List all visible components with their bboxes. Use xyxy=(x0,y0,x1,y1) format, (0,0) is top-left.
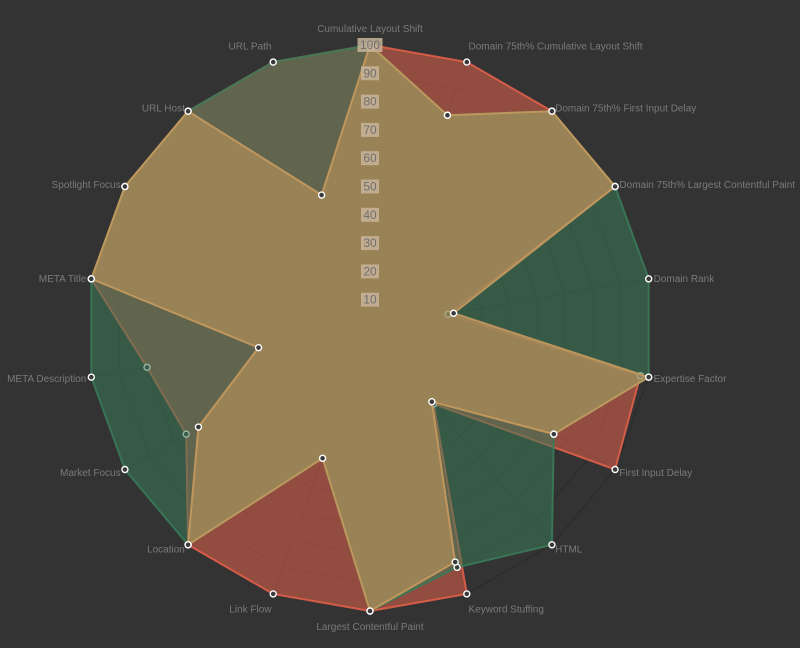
data-point[interactable] xyxy=(184,107,192,115)
data-point[interactable] xyxy=(548,107,556,115)
tick-label-bg xyxy=(361,122,379,137)
data-point[interactable] xyxy=(443,111,452,119)
axis-label: Cumulative Layout Shift xyxy=(317,24,423,35)
tick-label: 50 xyxy=(363,180,377,194)
axis-label: First Input Delay xyxy=(619,468,692,479)
axis-label: Expertise Factor xyxy=(654,374,727,385)
tick-label-bg xyxy=(361,236,379,251)
data-point[interactable] xyxy=(121,465,129,474)
data-point[interactable] xyxy=(548,541,556,549)
tick-label-bg xyxy=(361,151,379,166)
data-point[interactable] xyxy=(318,454,327,463)
tick-label: 90 xyxy=(363,66,377,80)
axis-label: META Title xyxy=(39,274,87,285)
axis-label: URL Host xyxy=(142,103,185,114)
data-point[interactable] xyxy=(611,465,619,474)
tick-label: 70 xyxy=(363,123,377,137)
tick-label: 20 xyxy=(363,264,377,278)
data-point[interactable] xyxy=(194,423,203,431)
axis-label: HTML xyxy=(555,545,583,556)
data-point[interactable] xyxy=(550,430,558,438)
tick-label-bg xyxy=(361,179,379,194)
axis-label: Location xyxy=(147,545,185,556)
axis-label: Domain 75th% Cumulative Layout Shift xyxy=(469,41,643,52)
series-3 xyxy=(87,41,653,615)
data-point[interactable] xyxy=(87,373,95,381)
axis-label: Spotlight Focus xyxy=(52,180,121,191)
tick-label-bg xyxy=(361,292,379,307)
tick-label-bg xyxy=(357,38,383,52)
data-point[interactable] xyxy=(269,590,277,598)
axis-label: Largest Contentful Paint xyxy=(316,622,424,633)
axis-label: URL Path xyxy=(229,41,272,52)
tick-label: 40 xyxy=(363,208,377,222)
data-point[interactable] xyxy=(428,398,436,406)
data-point[interactable] xyxy=(366,607,374,615)
axis-label: Domain Rank xyxy=(654,274,716,285)
tick-label: 100 xyxy=(360,38,380,52)
axis-label: Domain 75th% Largest Contentful Paint xyxy=(619,180,795,191)
data-point[interactable] xyxy=(463,58,471,66)
tick-label: 30 xyxy=(363,236,377,250)
tick-label-bg xyxy=(361,66,379,81)
data-point[interactable] xyxy=(645,373,653,381)
axis-label: Link Flow xyxy=(229,605,272,616)
data-point[interactable] xyxy=(121,182,129,191)
axis-label: META Description xyxy=(7,374,86,385)
axis-labels: Cumulative Layout Shift Domain 75th% Cumu… xyxy=(7,24,795,633)
data-point[interactable] xyxy=(611,182,619,191)
tick-label-bg xyxy=(361,264,379,279)
tick-label-bg xyxy=(361,207,379,222)
tick-labels: 10 20 30 40 50 60 70 80 90 100 xyxy=(357,38,383,307)
data-point[interactable] xyxy=(645,275,653,283)
data-point[interactable] xyxy=(184,541,192,549)
data-point[interactable] xyxy=(317,191,326,199)
data-point[interactable] xyxy=(463,590,471,598)
tick-label-bg xyxy=(361,94,379,109)
axis-label: Domain 75th% First Input Delay xyxy=(555,103,696,114)
data-point[interactable] xyxy=(269,58,277,66)
data-point[interactable] xyxy=(87,275,95,283)
axis-label: Market Focus xyxy=(60,468,121,479)
tick-label: 10 xyxy=(363,293,377,307)
tick-label: 80 xyxy=(363,95,377,109)
tick-label: 60 xyxy=(363,151,377,165)
data-point[interactable] xyxy=(449,309,458,317)
series-layer xyxy=(87,41,653,615)
data-point[interactable] xyxy=(451,558,459,566)
data-point[interactable] xyxy=(254,343,263,352)
axis-label: Keyword Stuffing xyxy=(469,605,544,616)
